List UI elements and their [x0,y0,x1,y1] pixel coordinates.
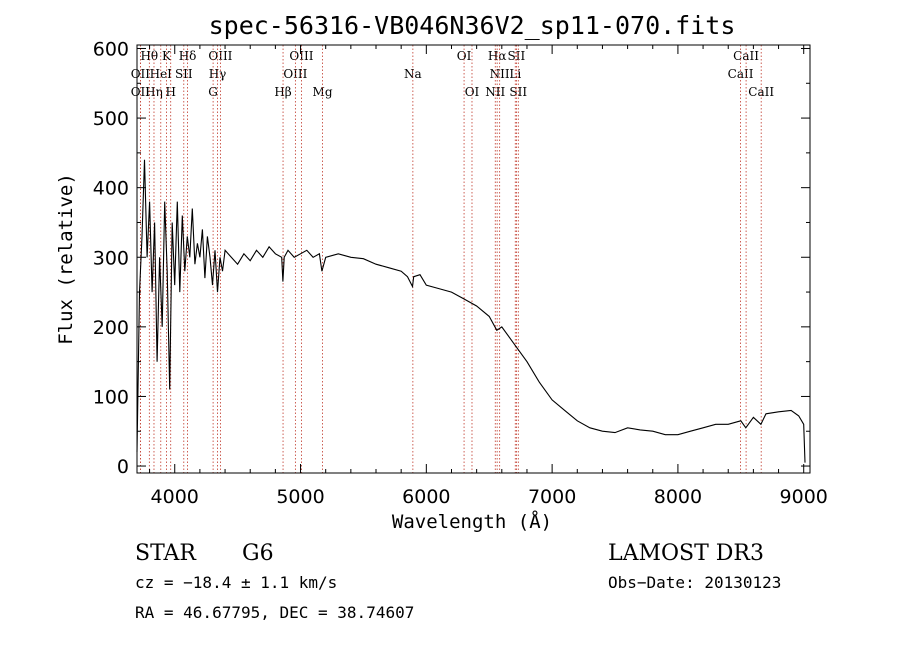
survey-name: LAMOST DR3 [608,541,764,566]
line-labels: HθOIIOIIHηHeIKHSIIHδGHγOIIIHβOIIIOIIIMgN… [131,49,775,99]
x-tick-label: 8000 [654,486,702,508]
emission-lines [139,45,762,473]
y-tick-label: 400 [93,178,129,200]
y-tick-label: 600 [93,38,129,60]
ra-dec: RA = 46.67795, DEC = 38.74607 [135,603,414,622]
subclass: G6 [242,541,274,566]
x-axis: 4000 5000 6000 7000 8000 9000 [149,45,828,508]
plot-frame [136,44,811,474]
x-tick-label: 9000 [780,486,828,508]
x-tick-label: 7000 [528,486,576,508]
y-tick-label: 500 [93,108,129,130]
y-axis-label: Flux (relative) [55,173,77,345]
spectrum-line [136,159,806,463]
chart-title: spec-56316-VB046N36V2_sp11-070.fits [209,11,736,40]
y-tick-label: 100 [93,386,129,408]
x-tick-label: 4000 [151,486,199,508]
object-class: STAR [135,541,197,566]
x-tick-label: 6000 [402,486,450,508]
cz-value: cz = −18.4 ± 1.1 km/s [135,573,337,592]
x-tick-label: 5000 [276,486,324,508]
y-tick-label: 300 [93,247,129,269]
x-axis-label: Wavelength (Å) [392,510,552,533]
y-axis: 0 100 200 300 400 500 600 [93,38,810,478]
y-tick-label: 0 [117,456,129,478]
obs-date: Obs−Date: 20130123 [608,573,781,592]
spectrum-series [136,159,806,463]
line-label: K [162,49,172,63]
y-tick-label: 200 [93,317,129,339]
